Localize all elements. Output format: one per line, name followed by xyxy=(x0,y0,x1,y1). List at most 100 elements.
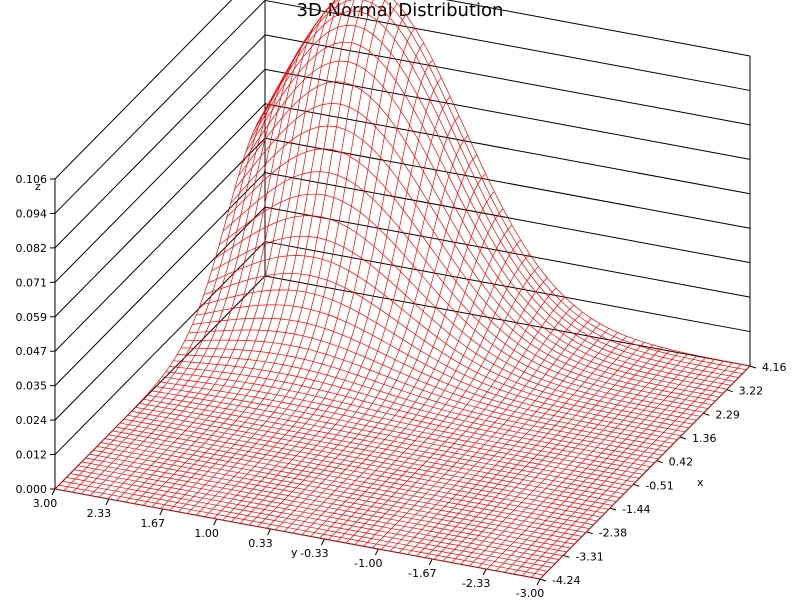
surface-line-y xyxy=(107,20,319,500)
surface-line-x xyxy=(177,354,663,456)
y-tick-mark xyxy=(536,578,541,586)
y-tick-label: -2.33 xyxy=(462,577,490,590)
x-tick-mark xyxy=(679,436,687,440)
surface-line-x xyxy=(257,0,743,375)
x-axis-label: x xyxy=(697,476,704,489)
x-tick-mark xyxy=(563,554,570,558)
x-tick-mark xyxy=(703,412,710,416)
surface-line-x xyxy=(62,480,548,572)
surface-line-y xyxy=(486,355,698,570)
surface-line-y xyxy=(275,173,486,531)
surface-line-x xyxy=(203,273,689,429)
surface-line-y xyxy=(301,224,513,536)
surface-line-x xyxy=(100,442,586,533)
back-wall-gridline xyxy=(54,103,266,318)
surface-line-x xyxy=(119,422,605,514)
surface-line-x xyxy=(200,289,686,433)
back-wall-gridline xyxy=(54,172,266,387)
surface-mesh xyxy=(54,0,751,580)
surface-line-x xyxy=(211,235,697,421)
surface-line-y xyxy=(433,342,645,560)
surface-line-x xyxy=(127,414,613,506)
z-tick-label: 0.071 xyxy=(16,276,48,289)
y-tick-label: 0.33 xyxy=(248,537,273,550)
surface-line-x xyxy=(74,469,560,560)
y-tick-mark xyxy=(213,518,218,526)
back-wall-gridline xyxy=(54,68,266,283)
y-tick-mark xyxy=(482,568,487,576)
surface-line-x xyxy=(135,406,621,499)
surface-line-x xyxy=(123,418,609,510)
surface-line-x xyxy=(226,148,712,406)
x-tick-mark xyxy=(656,460,663,464)
surface-line-x xyxy=(218,193,705,413)
surface-line-x xyxy=(142,398,628,491)
surface-line-y xyxy=(398,328,610,554)
surface-line-x xyxy=(215,215,701,417)
surface-line-y xyxy=(416,335,627,557)
y-tick-mark xyxy=(267,528,272,536)
surface-line-y xyxy=(345,287,557,544)
x-tick-mark xyxy=(633,483,640,487)
x-tick-mark xyxy=(539,578,547,582)
right-wall-gridline xyxy=(264,103,751,195)
y-tick-mark xyxy=(374,548,379,556)
surface-line-y xyxy=(63,96,275,491)
x-tick-mark xyxy=(749,365,757,369)
x-tick-mark xyxy=(586,531,593,535)
z-tick-label: 0.082 xyxy=(16,242,48,255)
surface-line-y xyxy=(90,48,301,496)
surface-line-x xyxy=(237,81,724,394)
surface-line-y xyxy=(284,191,495,532)
surface-line-y xyxy=(425,339,636,558)
surface-line-y xyxy=(72,79,283,493)
surface-line-y xyxy=(195,14,407,516)
y-tick-label: -1.00 xyxy=(354,557,382,570)
z-tick-label: 0.059 xyxy=(16,311,48,324)
back-wall-gridline xyxy=(54,34,266,249)
surface-line-y xyxy=(389,323,601,552)
surface-line-x xyxy=(146,394,632,487)
z-tick-label: 0.024 xyxy=(16,414,48,427)
surface-line-y xyxy=(292,208,504,534)
surface-line-x xyxy=(138,402,625,495)
surface-line-x xyxy=(131,410,617,502)
x-tick-label: -3.31 xyxy=(575,550,603,563)
surface-line-y xyxy=(522,362,733,576)
z-tick-label: 0.094 xyxy=(16,207,48,220)
surface-line-y xyxy=(354,296,566,545)
surface-line-x xyxy=(184,339,670,448)
surface-line-y xyxy=(381,318,592,550)
right-wall-gridline xyxy=(264,68,751,160)
surface-line-x xyxy=(253,10,739,378)
surface-line-y xyxy=(222,59,433,521)
surface-line-y xyxy=(266,154,477,529)
surface-line-x xyxy=(180,347,667,452)
surface-line-y xyxy=(539,365,751,580)
surface-line-y xyxy=(231,77,442,522)
surface-line-y xyxy=(54,112,266,490)
surface-line-x xyxy=(230,125,716,402)
surface-line-x xyxy=(85,457,571,549)
surface-line-x xyxy=(70,473,556,564)
y-tick-label: 1.67 xyxy=(141,517,166,530)
surface-line-y xyxy=(495,357,707,572)
x-tick-mark xyxy=(609,507,617,511)
y-tick-mark xyxy=(159,508,164,516)
x-tick-label: 3.22 xyxy=(739,385,764,398)
surface-line-x xyxy=(169,366,655,464)
surface-line-x xyxy=(66,477,552,568)
y-tick-label: 3.00 xyxy=(33,497,58,510)
surface-line-y xyxy=(407,332,618,555)
surface-line-x xyxy=(165,371,651,468)
surface-line-x xyxy=(89,453,575,545)
surface-line-x xyxy=(222,171,709,409)
x-tick-mark xyxy=(726,389,733,393)
surface-line-y xyxy=(213,42,425,519)
surface-line-x xyxy=(241,60,728,390)
right-wall-gridline xyxy=(264,34,751,126)
chart-title: 3D Normal Distribution xyxy=(297,0,504,21)
surface-line-x xyxy=(54,488,541,580)
